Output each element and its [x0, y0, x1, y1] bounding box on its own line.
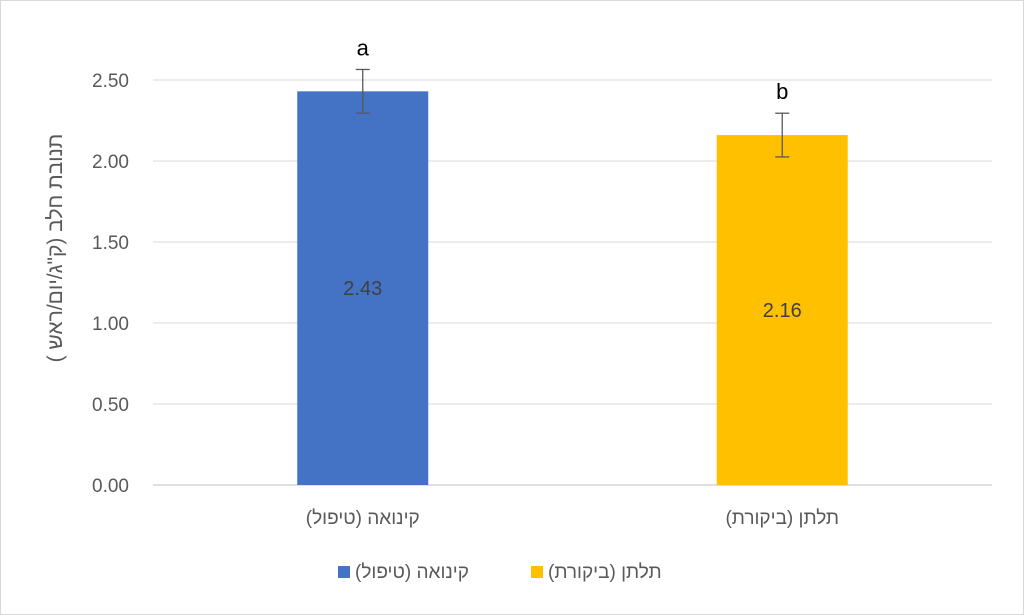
bar [297, 91, 429, 485]
y-tick-label: 2.00 [92, 152, 129, 173]
legend-swatch [338, 566, 350, 578]
y-tick-label: 1.50 [92, 233, 129, 254]
data-label: 2.16 [763, 300, 802, 322]
legend-label: קינואה (טיפול) [355, 562, 469, 583]
y-tick-label: 0.00 [92, 476, 129, 497]
y-tick-label: 2.50 [92, 71, 129, 92]
category-label: קינואה (טיפול) [306, 508, 420, 529]
legend: תלתן (ביקורת) קינואה (טיפול) [338, 562, 662, 583]
y-axis-label: תנובת חלב (ק"ג/יום/ראש ) [44, 134, 67, 363]
bars: a 2.43 b 2.16 [297, 35, 848, 485]
y-tick-label: 0.50 [92, 395, 129, 416]
category-labels: קינואה (טיפול) תלתן (ביקורת) [306, 508, 839, 529]
significance-letter: b [776, 79, 788, 104]
significance-letter: a [357, 35, 370, 60]
y-tick-label: 1.00 [92, 314, 129, 335]
y-tick-labels: 0.00 0.50 1.00 1.50 2.00 2.50 [92, 71, 129, 497]
bar [716, 135, 848, 485]
data-label: 2.43 [343, 278, 382, 300]
legend-swatch [531, 566, 543, 578]
category-label: תלתן (ביקורת) [725, 508, 839, 529]
gridlines [153, 79, 992, 486]
legend-label: תלתן (ביקורת) [548, 562, 662, 583]
